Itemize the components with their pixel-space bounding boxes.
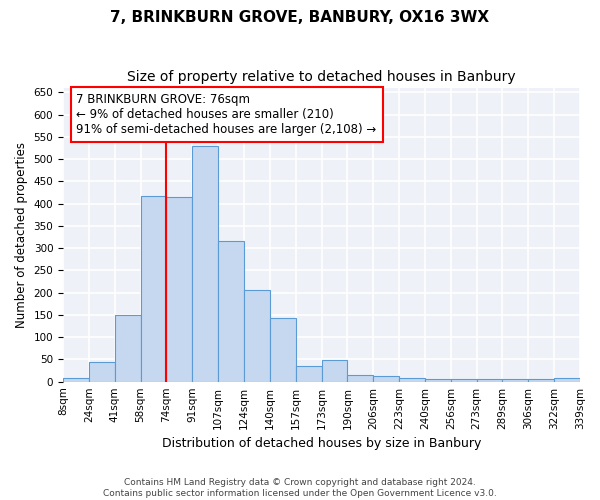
Bar bbox=[347, 375, 373, 382]
Y-axis label: Number of detached properties: Number of detached properties bbox=[15, 142, 28, 328]
Bar bbox=[244, 290, 270, 382]
Bar bbox=[502, 380, 529, 382]
Bar bbox=[270, 318, 296, 382]
Bar bbox=[529, 380, 554, 382]
Bar bbox=[373, 376, 399, 382]
Bar bbox=[322, 360, 347, 382]
Bar bbox=[399, 378, 425, 382]
Bar bbox=[451, 380, 476, 382]
Bar bbox=[166, 197, 192, 382]
Text: Contains HM Land Registry data © Crown copyright and database right 2024.
Contai: Contains HM Land Registry data © Crown c… bbox=[103, 478, 497, 498]
Title: Size of property relative to detached houses in Banbury: Size of property relative to detached ho… bbox=[127, 70, 516, 84]
Text: 7, BRINKBURN GROVE, BANBURY, OX16 3WX: 7, BRINKBURN GROVE, BANBURY, OX16 3WX bbox=[110, 10, 490, 25]
X-axis label: Distribution of detached houses by size in Banbury: Distribution of detached houses by size … bbox=[162, 437, 481, 450]
Bar bbox=[476, 380, 502, 382]
Bar bbox=[140, 196, 166, 382]
Bar bbox=[554, 378, 580, 382]
Bar bbox=[218, 242, 244, 382]
Bar bbox=[425, 380, 451, 382]
Bar bbox=[89, 362, 115, 382]
Bar bbox=[115, 315, 140, 382]
Bar bbox=[296, 366, 322, 382]
Text: 7 BRINKBURN GROVE: 76sqm
← 9% of detached houses are smaller (210)
91% of semi-d: 7 BRINKBURN GROVE: 76sqm ← 9% of detache… bbox=[76, 94, 377, 136]
Bar bbox=[192, 146, 218, 382]
Bar bbox=[63, 378, 89, 382]
